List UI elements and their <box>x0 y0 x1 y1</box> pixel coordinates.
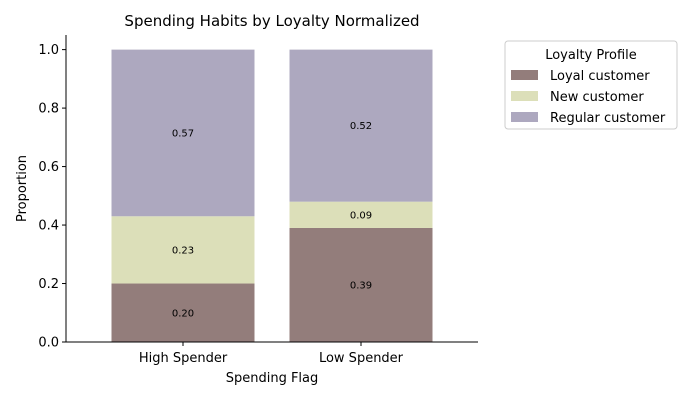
y-tick-label: 0.6 <box>38 160 59 175</box>
bars <box>111 49 433 342</box>
x-axis: High Spender Low Spender <box>66 341 478 366</box>
bar-loyal-customer-1 <box>289 227 433 342</box>
legend-swatch <box>511 112 538 122</box>
y-tick-label: 1.0 <box>38 43 59 58</box>
data-labels: 0.20 0.23 0.57 0.39 0.09 0.52 <box>172 121 372 319</box>
y-tick-label: 0.4 <box>38 219 59 234</box>
bar-regular-customer-1 <box>289 49 433 202</box>
data-label: 0.23 <box>172 245 194 256</box>
bar-regular-customer-0 <box>111 49 255 217</box>
legend-swatch <box>511 70 538 80</box>
legend-title: Loyalty Profile <box>545 48 637 63</box>
bar-new-customer-1 <box>289 201 433 228</box>
legend-swatch <box>511 91 538 101</box>
bar-loyal-customer-0 <box>111 283 255 342</box>
data-label: 0.52 <box>350 121 372 132</box>
x-tick-label: Low Spender <box>319 351 404 366</box>
legend-label: Regular customer <box>550 111 666 126</box>
y-tick-label: 0.2 <box>38 277 59 292</box>
x-tick-label: High Spender <box>139 351 228 366</box>
data-label: 0.20 <box>172 308 194 319</box>
legend-items: Loyal customer New customer Regular custom… <box>511 69 666 126</box>
y-axis: 0.0 0.2 0.4 0.6 0.8 1.0 <box>38 35 67 351</box>
legend-label: New customer <box>550 90 644 105</box>
chart-title: Spending Habits by Loyalty Normalized <box>124 12 419 30</box>
data-label: 0.57 <box>172 128 194 139</box>
legend-frame <box>504 40 678 130</box>
data-label: 0.09 <box>350 210 372 221</box>
y-tick-label: 0.0 <box>38 336 59 351</box>
bar-new-customer-0 <box>111 216 255 284</box>
x-axis-label: Spending Flag <box>226 371 319 386</box>
legend: Loyalty Profile Loyal customer New custom… <box>504 40 678 130</box>
data-label: 0.39 <box>350 280 372 291</box>
y-axis-label: Proportion <box>15 155 30 222</box>
y-tick-label: 0.8 <box>38 102 59 117</box>
legend-label: Loyal customer <box>550 69 650 84</box>
